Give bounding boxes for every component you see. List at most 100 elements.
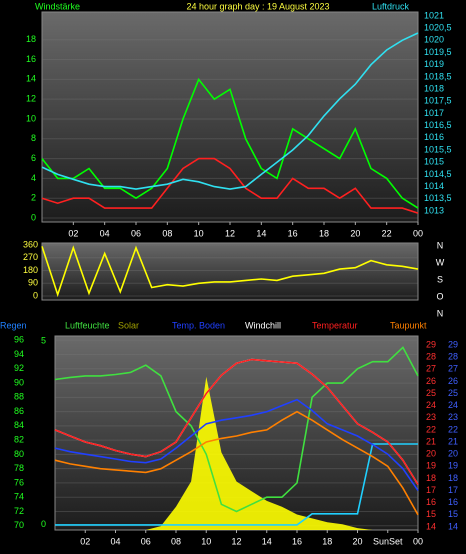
y-tick-label: 92 — [14, 363, 24, 373]
x-tick-label: 14 — [256, 228, 266, 238]
y-tick-label: 4 — [31, 173, 36, 183]
y-tick-label: 1013 — [424, 205, 444, 215]
y-tick-label: 14 — [448, 521, 458, 531]
y-tick-label: 1014,5 — [424, 169, 452, 179]
x-tick-label: 22 — [382, 228, 392, 238]
y-tick-label: 84 — [14, 420, 24, 430]
y-tick-label: 25 — [426, 388, 436, 398]
y-tick-label: 18 — [448, 473, 458, 483]
y-tick-label: 12 — [26, 94, 36, 104]
series-line — [41, 245, 419, 298]
y-tick-label: 1017 — [424, 108, 444, 118]
y-tick-label: 24 — [448, 400, 458, 410]
y-tick-label: 22 — [448, 424, 458, 434]
y-tick-label: 15 — [448, 509, 458, 519]
series-line — [41, 77, 419, 209]
y-tick-label: 74 — [14, 492, 24, 502]
y-tick-label: 8 — [31, 133, 36, 143]
y-tick-label: 17 — [426, 485, 436, 495]
x-tick-label: 18 — [322, 536, 332, 546]
y-tick-label: 10 — [26, 113, 36, 123]
solar-area — [55, 376, 418, 530]
x-tick-label: 04 — [100, 228, 110, 238]
y-tick-label: 0 — [41, 519, 46, 529]
y-tick-label: 19 — [448, 461, 458, 471]
y-tick-label: 360 — [23, 239, 38, 249]
y-tick-label: 22 — [426, 424, 436, 434]
compass-label: W — [436, 257, 445, 267]
y-tick-label: 16 — [26, 54, 36, 64]
y-tick-label: 78 — [14, 463, 24, 473]
compass-label: S — [437, 274, 443, 284]
y-tick-label: 27 — [448, 364, 458, 374]
x-tick-label: 02 — [80, 536, 90, 546]
x-tick-label: 10 — [194, 228, 204, 238]
legend-entry: Taupunkt — [390, 320, 427, 330]
x-tick-label: 12 — [231, 536, 241, 546]
series-line — [55, 443, 418, 526]
plot-area — [41, 11, 419, 223]
y-tick-label: 180 — [23, 265, 38, 275]
y-tick-label: 16 — [448, 497, 458, 507]
x-tick-label: 00 — [413, 228, 423, 238]
x-tick-label: 08 — [162, 228, 172, 238]
y-tick-label: 15 — [426, 509, 436, 519]
y-tick-label: 76 — [14, 477, 24, 487]
y-tick-label: 1016,5 — [424, 120, 452, 130]
y-tick-label: 270 — [23, 252, 38, 262]
series-line — [41, 32, 419, 190]
y-tick-label: 6 — [31, 153, 36, 163]
x-tick-label: 20 — [350, 228, 360, 238]
y-tick-label: 0 — [31, 212, 36, 222]
y-tick-label: 20 — [448, 449, 458, 459]
y-tick-label: 1015,5 — [424, 144, 452, 154]
y-tick-label: 18 — [26, 34, 36, 44]
y-tick-label: 29 — [426, 339, 436, 349]
y-tick-label: 20 — [426, 449, 436, 459]
y-tick-label: 1017,5 — [424, 96, 452, 106]
y-tick-label: 1020,5 — [424, 22, 452, 32]
chart-title: 24 hour graph day : 19 August 2023 — [186, 1, 329, 11]
y-tick-label: 88 — [14, 392, 24, 402]
y-tick-label: 86 — [14, 406, 24, 416]
x-tick-label: 14 — [262, 536, 272, 546]
y-tick-label: 28 — [426, 351, 436, 361]
x-tick-label: 02 — [68, 228, 78, 238]
y-tick-label: 23 — [426, 412, 436, 422]
y-tick-label: 96 — [14, 335, 24, 345]
y-tick-label: 27 — [426, 364, 436, 374]
y-tick-label: 26 — [426, 376, 436, 386]
y-tick-label: 1016 — [424, 132, 444, 142]
legend-entry: Temp. Boden — [172, 320, 225, 330]
y-tick-label: 29 — [448, 339, 458, 349]
y-tick-label: 80 — [14, 449, 24, 459]
y-tick-label: 1015 — [424, 157, 444, 167]
y-tick-label: 1019,5 — [424, 47, 452, 57]
y-tick-label: 21 — [426, 436, 436, 446]
y-tick-label: 1019 — [424, 59, 444, 69]
series-line — [54, 398, 419, 492]
legend-entry: Windchill — [245, 320, 281, 330]
x-tick-label: 16 — [292, 536, 302, 546]
y-tick-label: 25 — [448, 388, 458, 398]
x-tick-label: 06 — [131, 228, 141, 238]
x-tick-label: 06 — [141, 536, 151, 546]
y-tick-label: 14 — [26, 74, 36, 84]
y-tick-label: 1018,5 — [424, 71, 452, 81]
x-tick-label: 10 — [201, 536, 211, 546]
x-tick-label: 20 — [352, 536, 362, 546]
y-tick-label: 26 — [448, 376, 458, 386]
y-tick-label: 90 — [28, 278, 38, 288]
y-tick-label: 28 — [448, 351, 458, 361]
series-line — [41, 157, 419, 214]
y-tick-label: 2 — [31, 193, 36, 203]
y-tick-label: 1021 — [424, 10, 444, 20]
x-tick-label: 04 — [110, 536, 120, 546]
y-tick-label: 72 — [14, 506, 24, 516]
compass-label: N — [437, 240, 444, 250]
series-line — [54, 358, 419, 485]
y-tick-label: 0 — [33, 290, 38, 300]
y-tick-label: 21 — [448, 436, 458, 446]
y-tick-label: 1013,5 — [424, 193, 452, 203]
y-tick-label: 82 — [14, 435, 24, 445]
